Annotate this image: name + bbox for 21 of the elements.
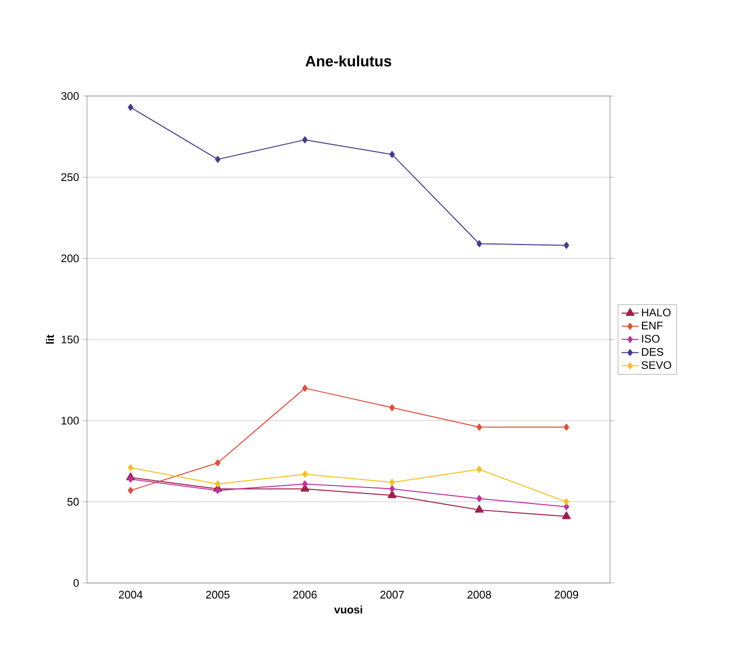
y-tick-label: 0 bbox=[74, 579, 79, 587]
legend-label: SEVO bbox=[642, 361, 672, 369]
y-axis-title: lit bbox=[46, 334, 54, 344]
legend-label: ENF bbox=[642, 322, 663, 330]
y-tick-label: 300 bbox=[61, 92, 79, 100]
x-axis-title: vuosi bbox=[334, 605, 362, 614]
y-tick-label: 250 bbox=[61, 173, 79, 182]
x-tick-label: 2006 bbox=[293, 590, 317, 599]
x-tick-label: 2007 bbox=[380, 590, 404, 599]
y-tick-label: 100 bbox=[62, 416, 79, 425]
legend-label: ISO bbox=[642, 334, 660, 343]
legend-label: DES bbox=[642, 348, 664, 356]
x-tick-label: 2004 bbox=[118, 590, 142, 599]
y-tick-label: 200 bbox=[61, 254, 79, 262]
y-tick-label: 50 bbox=[67, 498, 79, 506]
x-tick-label: 2009 bbox=[554, 590, 578, 599]
y-tick-label: 150 bbox=[62, 336, 79, 344]
x-tick-label: 2005 bbox=[206, 590, 230, 599]
legend-label: HALO bbox=[642, 308, 671, 316]
x-tick-label: 2008 bbox=[468, 590, 491, 599]
chart-title: Ane-kulutus bbox=[306, 55, 392, 66]
